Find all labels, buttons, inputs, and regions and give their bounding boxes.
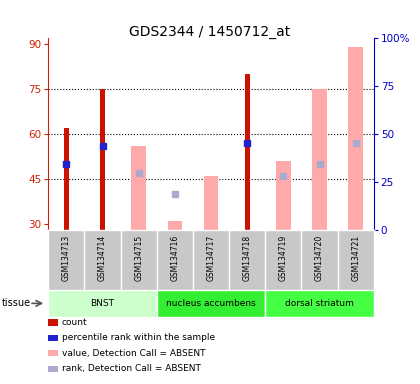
Bar (100, 89, 105, 230)
Bar (168, 222, 182, 230)
Text: GSM134717: GSM134717 (207, 235, 215, 281)
Bar (245, 74, 250, 230)
Bar (131, 146, 146, 230)
Text: percentile rank within the sample: percentile rank within the sample (62, 333, 215, 343)
Text: GSM134713: GSM134713 (62, 235, 71, 281)
Bar (265, 290, 374, 317)
Text: BNST: BNST (91, 299, 115, 308)
Text: GSM134721: GSM134721 (351, 235, 360, 281)
Text: GDS2344 / 1450712_at: GDS2344 / 1450712_at (129, 25, 291, 39)
Text: tissue: tissue (2, 298, 31, 308)
Text: GSM134719: GSM134719 (279, 235, 288, 281)
Text: count: count (62, 318, 87, 327)
Bar (157, 290, 265, 317)
Text: dorsal striatum: dorsal striatum (285, 299, 354, 308)
Text: GSM134720: GSM134720 (315, 235, 324, 281)
Text: GSM134718: GSM134718 (243, 235, 252, 281)
Text: GSM134716: GSM134716 (171, 235, 179, 281)
Text: value, Detection Call = ABSENT: value, Detection Call = ABSENT (62, 349, 205, 358)
Text: nucleus accumbens: nucleus accumbens (166, 299, 256, 308)
Bar (64, 128, 69, 230)
Bar (48, 290, 157, 317)
Bar (204, 176, 218, 230)
Bar (312, 89, 327, 230)
Bar (276, 161, 291, 230)
Bar (349, 47, 363, 230)
Text: rank, Detection Call = ABSENT: rank, Detection Call = ABSENT (62, 364, 201, 373)
Text: GSM134714: GSM134714 (98, 235, 107, 281)
Text: GSM134715: GSM134715 (134, 235, 143, 281)
